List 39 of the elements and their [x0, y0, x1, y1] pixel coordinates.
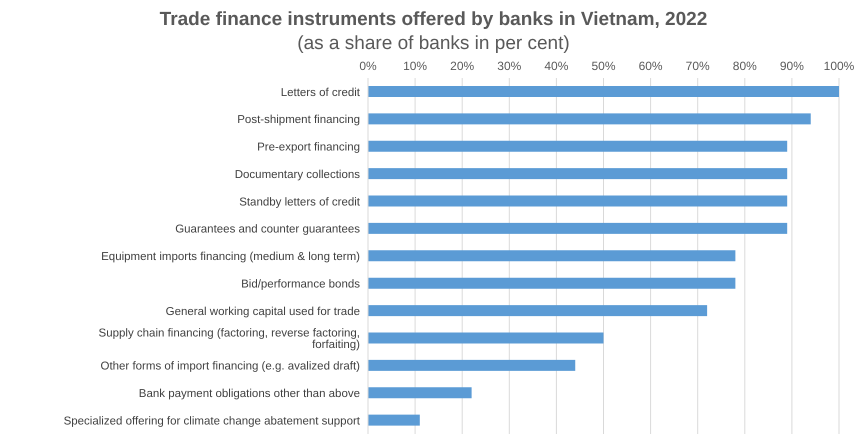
y-tick-label: General working capital used for trade: [166, 306, 360, 318]
y-tick-label: Specialized offering for climate change abatement support: [64, 415, 361, 428]
x-tick-label: 30%: [497, 59, 522, 73]
x-tick-label: 20%: [450, 59, 475, 73]
x-tick-label: 100%: [824, 59, 855, 73]
x-tick-label: 0%: [359, 59, 377, 73]
bar: [368, 222, 788, 234]
bar: [368, 278, 736, 289]
chart-title: Trade finance instruments offered by banks in Vietnam, 2022: [158, 8, 708, 32]
y-tick-label: Supply chain financing (factoring, reverse factoring, forfaiting): [98, 327, 360, 351]
bar: [368, 305, 708, 316]
bar: [368, 360, 576, 371]
y-tick-label: Documentary collections: [234, 168, 360, 181]
y-tick-label: Bank payment obligations other than above: [138, 388, 360, 400]
x-tick-label: 50%: [591, 59, 616, 73]
x-tick-label: 70%: [686, 59, 710, 73]
bar: [368, 86, 839, 97]
bar: [368, 387, 472, 398]
bar: [368, 196, 788, 207]
chart-subtitle: (as a share of banks in per cent): [296, 32, 571, 56]
y-tick-label: Guarantees and counter guarantees: [175, 224, 360, 236]
bar: [368, 168, 788, 180]
x-tick-label: 60%: [638, 59, 663, 73]
x-tick-label: 10%: [403, 59, 428, 73]
y-tick-label: Post-shipment financing: [237, 114, 360, 126]
y-tick-label: Letters of credit: [280, 86, 361, 99]
y-tick-label: Other forms of import financing (e.g. avalized draft): [100, 360, 360, 373]
x-tick-label: 40%: [544, 59, 569, 73]
bar: [368, 140, 788, 152]
x-tick-label: 90%: [780, 59, 804, 73]
y-tick-label: Equipment imports financing (medium & long term): [101, 251, 360, 264]
x-tick-label: 80%: [732, 59, 758, 73]
y-tick-label: Pre-export financing: [257, 142, 360, 154]
bar: [368, 250, 736, 262]
bar: [368, 332, 604, 344]
bar: [368, 113, 811, 124]
bar: [368, 414, 420, 426]
y-tick-label: Bid/performance bonds: [241, 278, 360, 290]
y-tick-label: Standby letters of credit: [239, 196, 361, 208]
